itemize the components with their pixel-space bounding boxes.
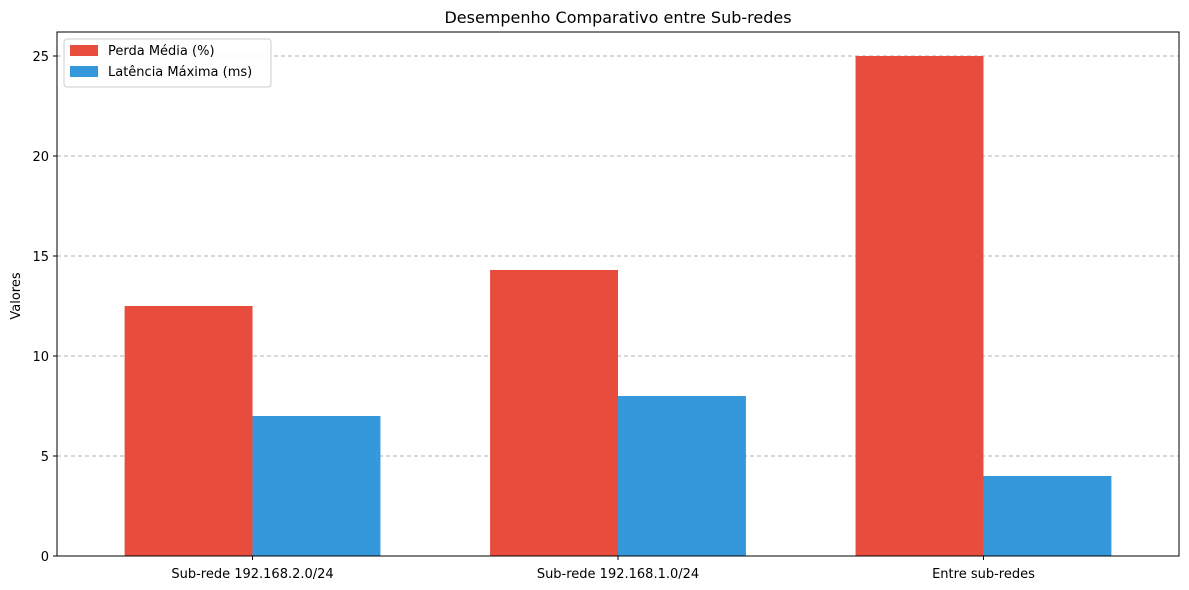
bars — [124, 56, 1112, 556]
legend-label: Latência Máxima (ms) — [108, 65, 252, 80]
x-tick-label: Entre sub-redes — [932, 567, 1035, 582]
x-tick-label: Sub-rede 192.168.2.0/24 — [171, 567, 333, 582]
x-tick-label: Sub-rede 192.168.1.0/24 — [537, 567, 699, 582]
y-tick-label: 10 — [32, 350, 49, 365]
legend-swatch — [70, 66, 98, 77]
bar — [618, 396, 746, 556]
bar — [983, 476, 1112, 556]
y-axis-label: Valores — [9, 272, 24, 319]
legend-box — [63, 38, 272, 88]
legend-label: Perda Média (%) — [108, 44, 215, 59]
y-tick-label: 5 — [41, 450, 49, 465]
y-tick-label: 20 — [32, 150, 49, 165]
bar — [252, 416, 381, 556]
legend: Perda Média (%) Latência Máxima (ms) — [63, 38, 272, 88]
legend-swatch — [70, 45, 98, 56]
bar — [490, 270, 618, 556]
bar — [124, 306, 253, 556]
y-axis-ticks: 0 5 10 15 20 25 — [32, 50, 57, 565]
y-tick-label: 25 — [32, 50, 49, 65]
y-tick-label: 0 — [41, 550, 49, 565]
chart-title: Desempenho Comparativo entre Sub-redes — [444, 8, 791, 27]
y-tick-label: 15 — [32, 250, 49, 265]
x-axis-ticks: Sub-rede 192.168.2.0/24 Sub-rede 192.168.… — [171, 556, 1035, 582]
bar — [855, 56, 984, 556]
